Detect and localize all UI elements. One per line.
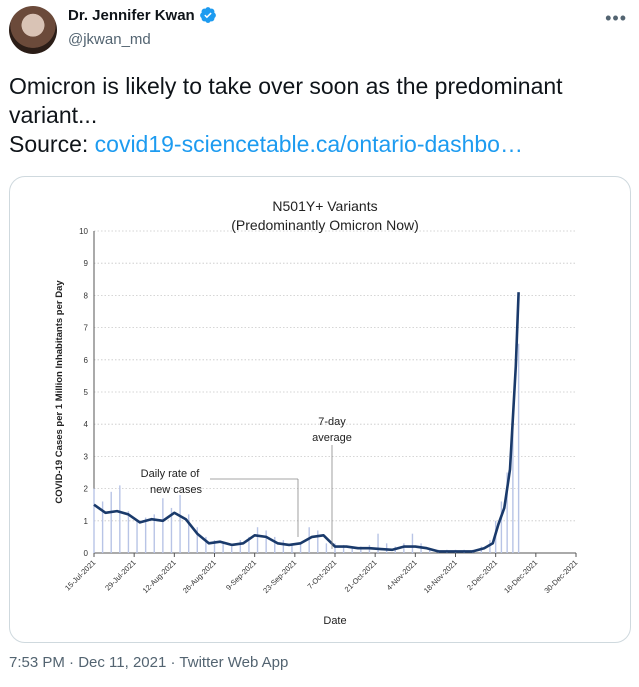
annotation-average-line1: 7-day [318,416,346,428]
y-tick-label: 2 [84,485,89,494]
x-tick-label: 23-Sep-2021 [261,558,298,595]
x-tick-label: 30-Dec-2021 [542,558,579,595]
x-tick-label: 18-Nov-2021 [422,558,459,595]
y-tick-label: 4 [84,420,89,429]
tweet-client: Twitter Web App [179,654,289,671]
tweet-meta: 7:53 PM · Dec 11, 2021 · Twitter Web App [9,654,288,671]
x-tick-label: 16-Dec-2021 [502,558,539,595]
chart: 0 1 2 3 4 5 6 7 8 9 10 15-Jul-2021 29-Jul-2021 12-Aug… [54,198,579,627]
chart-subtitle: (Predominantly Omicron Now) [231,217,419,233]
tweet-line-1: Omicron is likely to take over soon as t… [9,73,563,99]
user-handle[interactable]: @jkwan_md [68,31,151,48]
y-tick-label: 3 [84,452,89,461]
meta-separator: · [166,654,180,671]
x-tick-label: 4-Nov-2021 [385,558,419,592]
x-tick-label: 26-Aug-2021 [181,558,218,595]
y-tick-label: 9 [84,259,89,268]
y-tick-label: 5 [84,388,89,397]
y-tick-label: 6 [84,356,89,365]
source-label: Source: [9,131,95,157]
x-tick-label: 2-Dec-2021 [465,558,499,592]
chart-title: N501Y+ Variants [272,198,377,214]
more-horizontal-icon[interactable]: ••• [605,8,627,28]
annotation-average-line2: average [312,432,352,444]
tweet-media-card[interactable]: 0 1 2 3 4 5 6 7 8 9 10 15-Jul-2021 29-Jul-2021 12-Aug… [9,176,631,643]
y-tick-label: 1 [84,517,89,526]
tweet-text: Omicron is likely to take over soon as t… [9,72,629,159]
x-tick-label: 15-Jul-2021 [63,558,97,592]
x-tick-label: 12-Aug-2021 [141,558,178,595]
x-axis-label: Date [323,615,346,627]
y-tick-label: 0 [84,549,89,558]
seven-day-average-line [93,292,520,553]
y-tick-label: 7 [84,324,89,333]
y-tick-label: 10 [79,227,88,236]
display-name[interactable]: Dr. Jennifer Kwan [68,6,195,24]
tweet-date[interactable]: Dec 11, 2021 [78,654,167,671]
source-link[interactable]: covid19-sciencetable.ca/ontario-dashbo… [94,131,523,157]
y-axis-label: COVID-19 Cases per 1 Million Inhabitants… [54,280,65,504]
tweet-line-2: variant... [9,102,98,128]
annotation-daily-line1: Daily rate of [141,468,201,480]
annotation-daily-line2: new cases [150,484,202,496]
x-tick-label: 9-Sep-2021 [224,558,258,592]
verified-badge-icon [199,7,216,23]
tweet-source-line: Source: covid19-sciencetable.ca/ontario-… [9,130,629,159]
avatar[interactable] [9,6,57,54]
x-tick-label: 7-Oct-2021 [306,558,339,591]
x-tick-label: 21-Oct-2021 [343,558,379,594]
tweet-time[interactable]: 7:53 PM [9,654,65,671]
x-tick-label: 29-Jul-2021 [103,558,137,592]
meta-separator: · [64,654,79,671]
y-tick-label: 8 [84,291,89,300]
